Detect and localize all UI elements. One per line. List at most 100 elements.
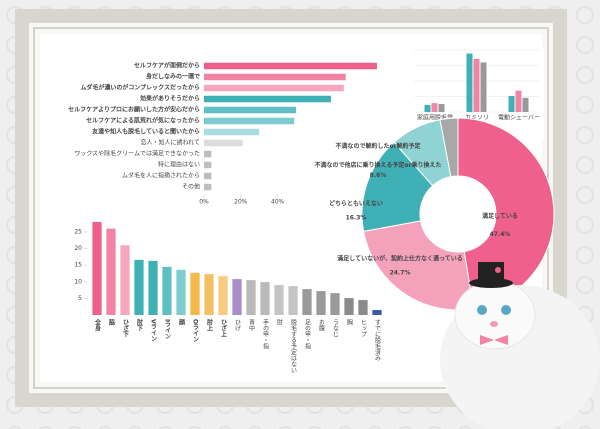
x-tick-label: 肘	[276, 318, 283, 325]
bar	[515, 90, 522, 112]
bar	[204, 139, 243, 147]
x-tick-label: ひざ下	[122, 319, 129, 338]
bar	[372, 310, 382, 315]
bar	[330, 293, 340, 315]
bar	[204, 95, 331, 103]
bar	[302, 289, 312, 315]
category-label: 身だしなみの一環で	[146, 73, 200, 81]
bar	[204, 128, 260, 136]
bar	[120, 245, 130, 315]
category-label: セルフケアが面倒だから	[134, 62, 200, 70]
slice-label: 満足していないが、契約上仕方なく通っている	[337, 255, 462, 263]
bar	[288, 286, 298, 315]
bar	[204, 183, 212, 191]
slice-label: 満足している	[482, 212, 518, 220]
x-tick-label: 胸	[346, 318, 353, 326]
bar	[204, 106, 296, 114]
bar	[522, 97, 529, 112]
bar	[106, 228, 116, 315]
category-label: 効果がありそうだから	[140, 95, 200, 103]
category-label: その他	[182, 183, 200, 191]
value-label: 47.4%	[490, 231, 511, 238]
bar	[204, 161, 212, 169]
x-tick-label: 電動シェーバー	[498, 114, 540, 122]
x-tick-label: 家庭用脱毛器	[417, 114, 453, 122]
bar	[232, 279, 242, 315]
y-tick-label: 20	[74, 245, 82, 252]
value-label: 24.7%	[390, 270, 411, 277]
value-label: 8.6%	[370, 172, 387, 179]
x-tick-label: 手の甲・指	[262, 318, 269, 350]
x-tick-label: 脇	[108, 318, 115, 326]
slice-label: 不満なので他店に乗り換える予定or乗り換えた	[315, 161, 442, 169]
bar	[204, 84, 344, 92]
bar	[134, 259, 144, 315]
bar	[190, 272, 200, 315]
bar	[438, 104, 445, 112]
slice-label: 不満なので解約したor解約予定	[335, 142, 420, 150]
category-label: ムダ毛が濃いのがコンプレックスだったから	[80, 84, 200, 92]
bar	[473, 58, 480, 112]
x-tick-label: ひげ	[234, 319, 241, 332]
x-tick-label: 40%	[271, 199, 285, 206]
bar	[358, 300, 368, 315]
x-tick-label: 全身	[94, 318, 102, 332]
slice-label: どちらともいえない	[329, 200, 383, 208]
bar	[316, 291, 326, 315]
x-tick-label: 背中	[248, 318, 255, 332]
bar	[176, 269, 186, 315]
bar	[204, 150, 212, 158]
x-tick-label: 脱毛する予定はない	[290, 318, 297, 373]
bar	[508, 96, 515, 112]
bar	[204, 274, 214, 315]
y-tick-label: 25	[74, 228, 82, 235]
bar	[92, 222, 102, 315]
bar	[204, 62, 377, 70]
bar	[344, 298, 354, 315]
x-tick-label: 0%	[199, 199, 209, 206]
bar	[218, 276, 228, 315]
bar	[424, 104, 431, 112]
x-tick-label: ヒップ	[360, 319, 367, 337]
bar	[148, 260, 158, 315]
x-tick-label: ひざ上	[220, 319, 227, 338]
bar	[204, 172, 212, 180]
x-tick-label: 肘上	[206, 318, 213, 332]
x-tick-label: 20%	[234, 199, 248, 206]
x-tick-label: すでに脱毛済み	[374, 319, 381, 362]
category-label: 恋人・知人に誘われて	[140, 139, 200, 147]
x-tick-label: 肘下	[136, 318, 143, 332]
bar	[204, 117, 295, 125]
category-label: 特に理由はない	[158, 161, 200, 169]
slice	[361, 141, 434, 232]
y-tick-label: 10	[74, 278, 82, 285]
x-tick-label: カミソリ	[465, 115, 489, 122]
category-label: セルフケアよりプロにお願いした方が安心だから	[68, 106, 200, 114]
value-label: 16.3%	[346, 215, 367, 222]
y-tick-label: 15	[74, 262, 82, 269]
slice	[363, 220, 475, 311]
y-tick-label: 5	[78, 295, 82, 302]
bar	[431, 103, 438, 112]
bar	[246, 280, 256, 315]
bar	[466, 53, 473, 112]
x-tick-label: 足の甲・指	[304, 319, 311, 350]
x-tick-label: お腹	[318, 319, 325, 332]
slice	[439, 117, 459, 178]
x-tick-label: 顔	[178, 318, 186, 326]
bar	[162, 266, 172, 315]
x-tick-label: Iライン	[164, 319, 171, 340]
bar	[204, 73, 346, 81]
category-label: セルフケアによる肌荒れが気になったから	[86, 117, 200, 125]
bar	[480, 62, 487, 112]
bar	[260, 282, 270, 315]
category-label: 友達や知人も脱毛していると聞いたから	[91, 128, 200, 136]
category-label: ワックスや除毛クリームでは満足できなかった	[74, 150, 200, 158]
x-tick-label: うなじ	[332, 319, 339, 337]
x-tick-label: Oライン	[192, 319, 199, 342]
category-label: ムダ毛を人に指摘されたから	[122, 172, 200, 180]
x-tick-label: Vライン	[150, 319, 157, 342]
bar	[274, 285, 284, 315]
cat	[440, 262, 600, 429]
